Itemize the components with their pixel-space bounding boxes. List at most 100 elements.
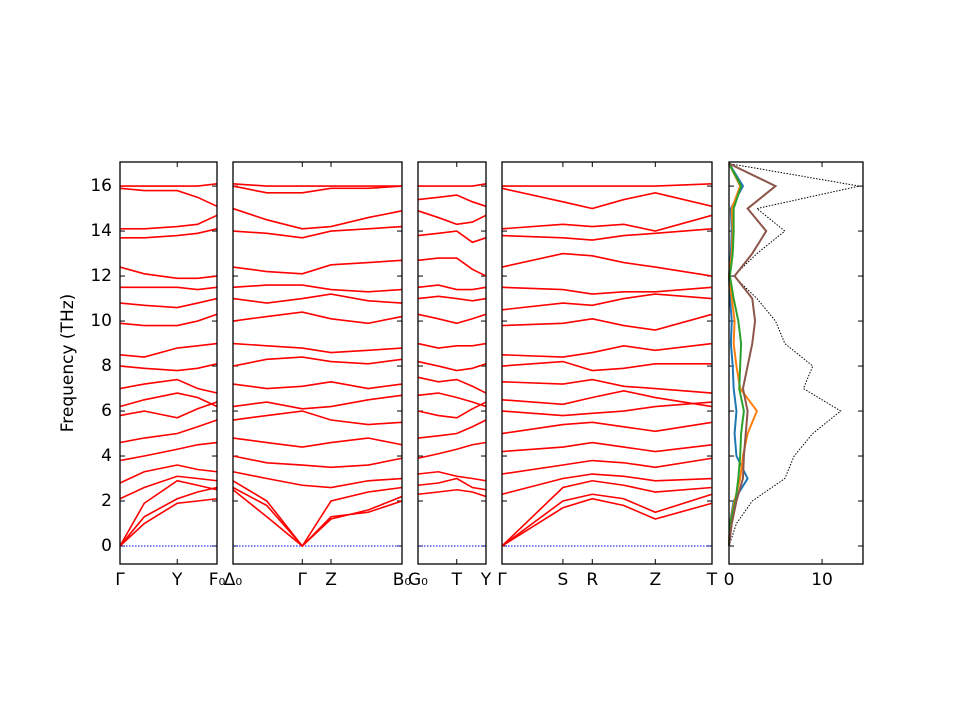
band bbox=[417, 360, 487, 372]
y-tick-label: 16 bbox=[90, 176, 112, 196]
x-tick-label: T bbox=[451, 570, 463, 590]
band bbox=[418, 183, 487, 187]
band bbox=[120, 286, 218, 291]
dos-curve bbox=[728, 163, 745, 547]
band bbox=[119, 497, 218, 547]
x-tick-label: Γ bbox=[497, 570, 507, 590]
band bbox=[501, 473, 713, 496]
band bbox=[232, 225, 403, 239]
band bbox=[119, 441, 218, 462]
band bbox=[232, 489, 403, 548]
band bbox=[501, 252, 713, 277]
band bbox=[417, 376, 487, 394]
x-tick-label: Z bbox=[325, 570, 337, 590]
x-tick-label: R bbox=[586, 570, 598, 590]
band bbox=[501, 214, 713, 232]
x-tick-label: Y bbox=[480, 570, 492, 590]
band bbox=[232, 455, 403, 469]
band bbox=[501, 421, 713, 435]
x-tick-label: T bbox=[706, 570, 718, 590]
band bbox=[232, 311, 403, 325]
band bbox=[232, 486, 403, 548]
band bbox=[232, 470, 403, 489]
band bbox=[119, 378, 218, 394]
panel-frame bbox=[232, 161, 403, 565]
y-tick-label: 4 bbox=[101, 446, 112, 466]
band bbox=[119, 486, 218, 547]
y-tick-label: 10 bbox=[90, 311, 112, 331]
band bbox=[119, 475, 218, 500]
x-tick-label: Γ bbox=[115, 570, 125, 590]
band bbox=[501, 187, 713, 210]
band bbox=[120, 228, 218, 239]
band bbox=[119, 419, 218, 444]
x-tick-label: B₀ bbox=[393, 570, 412, 590]
band bbox=[232, 293, 403, 304]
band bbox=[501, 293, 713, 311]
dos-curve bbox=[728, 163, 860, 547]
band bbox=[501, 378, 713, 394]
band bbox=[232, 259, 403, 275]
band bbox=[501, 401, 713, 417]
x-tick-label: Y bbox=[171, 570, 183, 590]
band bbox=[232, 185, 403, 194]
panel-frame bbox=[728, 161, 864, 565]
band bbox=[501, 441, 713, 453]
dos-curve bbox=[728, 162, 778, 547]
band bbox=[501, 389, 713, 408]
x-tick-label: Z bbox=[649, 570, 661, 590]
dos-curve bbox=[727, 163, 759, 547]
y-tick-label: 0 bbox=[101, 536, 112, 556]
y-tick-label: 12 bbox=[90, 266, 112, 286]
band bbox=[232, 284, 403, 293]
band bbox=[119, 479, 218, 547]
band bbox=[417, 313, 487, 325]
band bbox=[502, 183, 713, 187]
y-axis-label: Frequency (THz) bbox=[58, 294, 78, 433]
band bbox=[119, 187, 218, 208]
x-tick-label: 10 bbox=[811, 570, 833, 590]
band bbox=[501, 313, 713, 331]
band bbox=[119, 464, 218, 484]
panel-frame bbox=[417, 161, 487, 565]
band bbox=[501, 457, 713, 475]
band bbox=[501, 286, 713, 295]
band bbox=[417, 284, 487, 291]
band bbox=[501, 497, 713, 547]
x-tick-label: G₀ bbox=[408, 570, 428, 590]
band bbox=[232, 380, 403, 390]
band bbox=[119, 266, 218, 280]
band bbox=[119, 401, 218, 419]
band bbox=[232, 480, 403, 548]
band bbox=[119, 313, 218, 327]
y-tick-label: 6 bbox=[101, 401, 112, 421]
y-tick-label: 14 bbox=[90, 221, 112, 241]
band bbox=[417, 230, 487, 244]
panel-frame bbox=[119, 161, 218, 565]
x-tick-label: Δ₀ bbox=[224, 570, 243, 590]
band bbox=[417, 257, 487, 277]
x-tick-label: S bbox=[558, 570, 569, 590]
band bbox=[417, 342, 487, 349]
band bbox=[417, 488, 487, 498]
band bbox=[120, 214, 218, 230]
band bbox=[119, 392, 218, 408]
band bbox=[417, 441, 487, 460]
x-tick-label: 0 bbox=[724, 570, 735, 590]
panel-frame bbox=[501, 161, 713, 565]
band bbox=[232, 183, 402, 187]
band bbox=[417, 295, 487, 302]
band bbox=[119, 297, 218, 309]
band bbox=[417, 470, 487, 482]
band bbox=[119, 363, 218, 372]
x-tick-label: F₀ bbox=[209, 570, 226, 590]
band bbox=[232, 437, 403, 448]
band bbox=[501, 493, 713, 547]
band bbox=[232, 410, 403, 426]
band bbox=[501, 360, 712, 372]
band bbox=[417, 392, 487, 408]
band bbox=[417, 419, 487, 439]
y-tick-label: 8 bbox=[101, 356, 112, 376]
